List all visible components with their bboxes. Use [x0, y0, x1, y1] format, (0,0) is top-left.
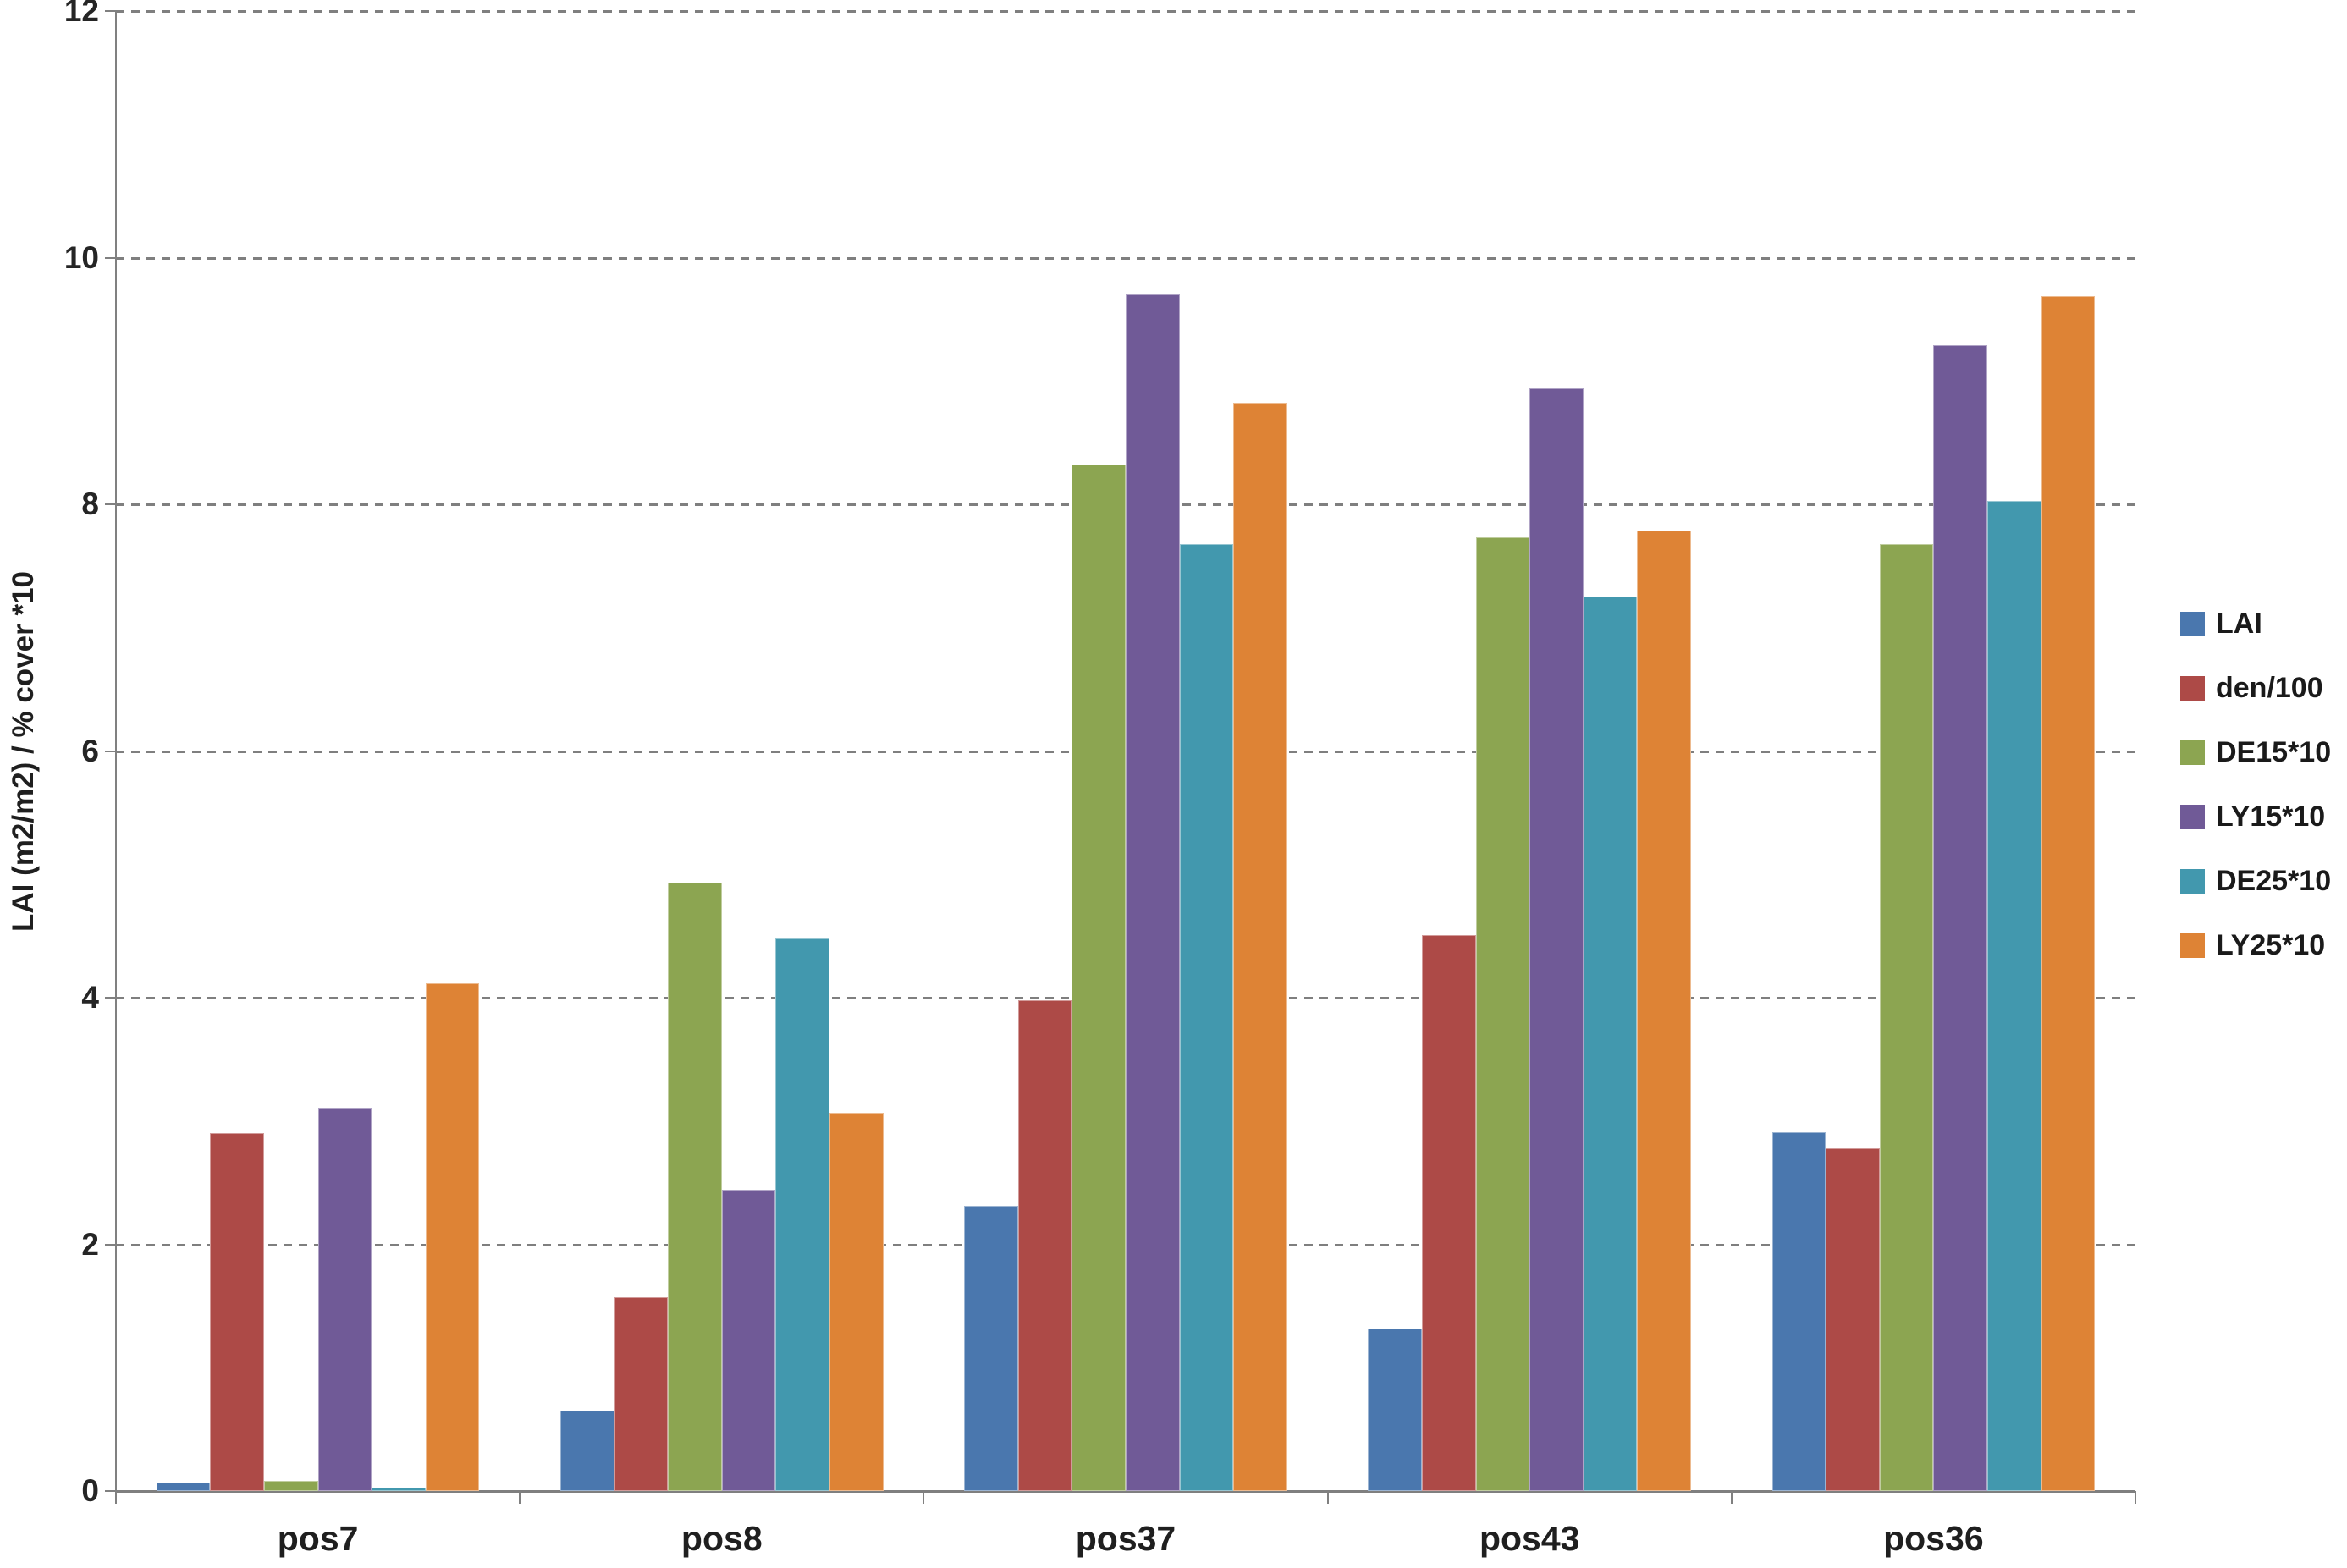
legend-label-LY15*10: LY15*10	[2216, 800, 2326, 833]
bar-den/100-pos43	[1421, 934, 1476, 1491]
bar-DE25*10-pos36	[1987, 500, 2041, 1491]
x-category-label-pos8: pos8	[680, 1519, 763, 1558]
bar-den/100-pos36	[1826, 1147, 1880, 1491]
y-axis-tick-8	[105, 503, 116, 505]
bar-DE15*10-pos37	[1072, 465, 1126, 1491]
y-tick-label-2: 2	[81, 1226, 99, 1262]
bar-DE15*10-pos36	[1879, 543, 1934, 1491]
y-axis-tick-0	[105, 1490, 116, 1492]
bar-DE25*10-pos8	[775, 938, 830, 1491]
legend-item-LAI: LAI	[2180, 591, 2262, 656]
bar-LAI-pos37	[964, 1206, 1018, 1491]
bar-LY25*10-pos7	[425, 982, 480, 1491]
legend-swatch-DE25*10	[2180, 868, 2205, 894]
gridline-y-12	[116, 10, 2135, 13]
bar-DE25*10-pos7	[372, 1487, 426, 1491]
y-tick-label-10: 10	[63, 239, 99, 275]
bar-LY15*10-pos37	[1126, 294, 1180, 1491]
bar-DE25*10-pos37	[1179, 543, 1234, 1491]
bar-LY25*10-pos43	[1637, 530, 1692, 1491]
legend-swatch-LY25*10	[2180, 933, 2205, 958]
y-tick-label-6: 6	[81, 733, 99, 768]
bar-LY25*10-pos36	[2041, 295, 2096, 1491]
legend-label-DE25*10: DE25*10	[2216, 864, 2332, 897]
bar-LY15*10-pos36	[1933, 344, 1988, 1491]
bar-den/100-pos7	[210, 1133, 264, 1491]
bar-LAI-pos8	[559, 1411, 614, 1491]
x-category-label-pos36: pos36	[1883, 1519, 1984, 1558]
legend-label-DE15*10: DE15*10	[2216, 735, 2332, 768]
y-tick-label-4: 4	[81, 980, 99, 1015]
x-axis-tick-1	[519, 1491, 521, 1504]
bar-DE15*10-pos8	[668, 883, 722, 1491]
x-axis-tick-0	[115, 1491, 117, 1504]
legend-swatch-den/100	[2180, 675, 2205, 701]
bar-LY25*10-pos8	[829, 1112, 884, 1491]
y-axis-tick-2	[105, 1243, 116, 1246]
legend-item-LY25*10: LY25*10	[2180, 913, 2325, 977]
bar-DE25*10-pos43	[1583, 597, 1638, 1491]
bar-LY15*10-pos43	[1529, 388, 1584, 1491]
y-tick-label-0: 0	[81, 1473, 99, 1508]
bar-LAI-pos43	[1368, 1328, 1422, 1491]
legend-label-den/100: den/100	[2216, 671, 2323, 704]
x-axis-tick-4	[1730, 1491, 1733, 1504]
gridline-y-10	[116, 256, 2135, 260]
legend-item-LY15*10: LY15*10	[2180, 784, 2325, 849]
legend-item-den/100: den/100	[2180, 656, 2323, 720]
y-tick-label-12: 12	[63, 0, 99, 28]
y-axis-tick-6	[105, 750, 116, 752]
bar-LAI-pos36	[1771, 1131, 1826, 1491]
bar-den/100-pos8	[614, 1297, 669, 1491]
legend-swatch-LY15*10	[2180, 804, 2205, 829]
legend-label-LAI: LAI	[2216, 607, 2262, 640]
bar-LY15*10-pos8	[721, 1190, 776, 1491]
y-axis-tick-12	[105, 10, 116, 12]
x-category-label-pos43: pos43	[1479, 1519, 1580, 1558]
bar-LAI-pos7	[156, 1482, 211, 1491]
legend-label-LY25*10: LY25*10	[2216, 928, 2326, 961]
y-axis-tick-4	[105, 997, 116, 999]
legend-swatch-LAI	[2180, 611, 2205, 636]
x-category-label-pos7: pos7	[277, 1519, 359, 1558]
x-axis-tick-3	[1326, 1491, 1329, 1504]
y-axis-tick-10	[105, 256, 116, 259]
legend-item-DE25*10: DE25*10	[2180, 849, 2331, 913]
bar-DE15*10-pos43	[1475, 537, 1530, 1491]
bar-den/100-pos37	[1017, 999, 1072, 1491]
y-tick-label-8: 8	[81, 487, 99, 521]
bar-LY15*10-pos7	[317, 1107, 372, 1491]
x-axis-tick-2	[923, 1491, 925, 1504]
x-category-label-pos37: pos37	[1075, 1519, 1176, 1558]
legend-swatch-DE15*10	[2180, 740, 2205, 765]
x-axis-tick-5	[2135, 1491, 2136, 1504]
x-axis-line	[116, 1490, 2135, 1493]
legend-item-DE15*10: DE15*10	[2180, 720, 2331, 784]
bar-LY25*10-pos37	[1233, 403, 1287, 1491]
y-axis-line	[115, 11, 117, 1504]
bar-DE15*10-pos7	[263, 1481, 318, 1491]
